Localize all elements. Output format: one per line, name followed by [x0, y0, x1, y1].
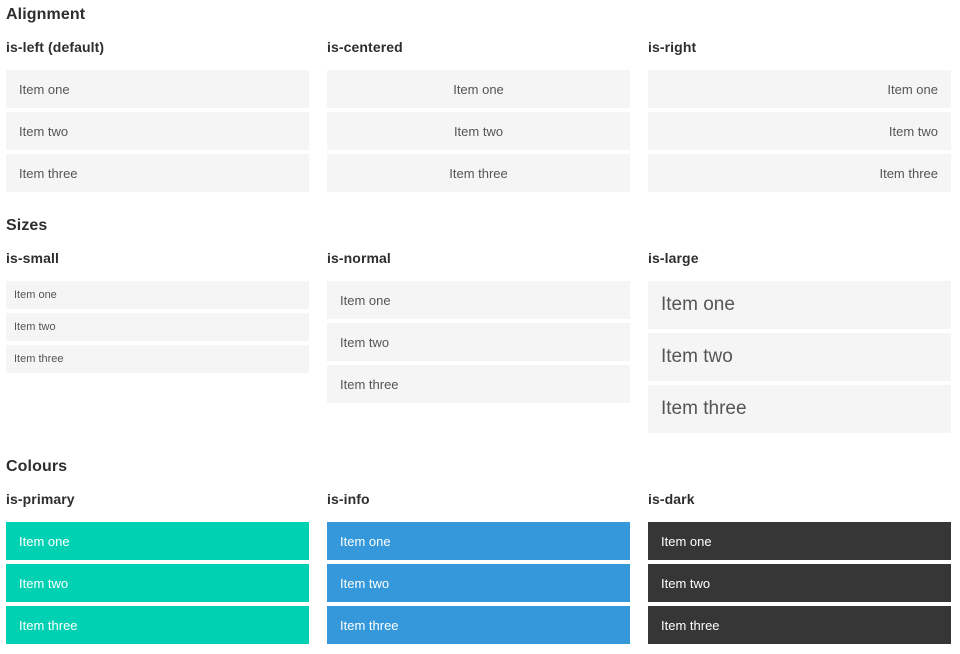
group-label-is-centered: is-centered [327, 39, 403, 55]
list-item[interactable]: Item two [327, 564, 630, 602]
list-item[interactable]: Item one [327, 522, 630, 560]
list-item[interactable]: Item two [648, 564, 951, 602]
colours-row: is-primary Item one Item two Item three … [6, 491, 951, 648]
list-item[interactable]: Item three [648, 606, 951, 644]
section-title-sizes: Sizes [6, 217, 48, 234]
section-sizes: Sizes is-small Item one Item two Item th… [6, 216, 951, 437]
list-item[interactable]: Item one [6, 70, 309, 108]
list-item[interactable]: Item three [327, 606, 630, 644]
list-is-dark: Item one Item two Item three [648, 522, 951, 644]
list-item[interactable]: Item one [648, 522, 951, 560]
group-is-large: is-large Item one Item two Item three [648, 250, 951, 437]
list-item[interactable]: Item two [327, 323, 630, 361]
list-is-large: Item one Item two Item three [648, 281, 951, 433]
group-label-is-info: is-info [327, 491, 370, 507]
list-is-right: Item one Item two Item three [648, 70, 951, 192]
group-is-small: is-small Item one Item two Item three [6, 250, 309, 377]
group-label-is-right: is-right [648, 39, 697, 55]
group-is-normal: is-normal Item one Item two Item three [327, 250, 630, 407]
group-label-is-normal: is-normal [327, 250, 391, 266]
list-is-left: Item one Item two Item three [6, 70, 309, 192]
alignment-row: is-left (default) Item one Item two Item… [6, 39, 951, 196]
list-item[interactable]: Item one [648, 281, 951, 329]
group-is-left: is-left (default) Item one Item two Item… [6, 39, 309, 196]
list-item[interactable]: Item two [6, 313, 309, 341]
group-is-info: is-info Item one Item two Item three [327, 491, 630, 648]
list-item[interactable]: Item three [6, 345, 309, 373]
list-item[interactable]: Item two [6, 112, 309, 150]
group-label-is-large: is-large [648, 250, 699, 266]
list-item[interactable]: Item two [6, 564, 309, 602]
list-item[interactable]: Item one [648, 70, 951, 108]
list-item[interactable]: Item two [327, 112, 630, 150]
list-item[interactable]: Item one [6, 522, 309, 560]
group-is-primary: is-primary Item one Item two Item three [6, 491, 309, 648]
list-is-normal: Item one Item two Item three [327, 281, 630, 403]
group-label-is-primary: is-primary [6, 491, 75, 507]
section-colours: Colours is-primary Item one Item two Ite… [6, 457, 951, 648]
list-is-info: Item one Item two Item three [327, 522, 630, 644]
list-item[interactable]: Item one [327, 281, 630, 319]
list-item[interactable]: Item one [327, 70, 630, 108]
list-item[interactable]: Item three [327, 365, 630, 403]
group-is-right: is-right Item one Item two Item three [648, 39, 951, 196]
list-item[interactable]: Item three [6, 154, 309, 192]
group-is-centered: is-centered Item one Item two Item three [327, 39, 630, 196]
list-item[interactable]: Item three [6, 606, 309, 644]
list-item[interactable]: Item three [327, 154, 630, 192]
section-alignment: Alignment is-left (default) Item one Ite… [6, 5, 951, 196]
group-label-is-left: is-left (default) [6, 39, 105, 55]
sizes-row: is-small Item one Item two Item three is… [6, 250, 951, 437]
list-item[interactable]: Item two [648, 333, 951, 381]
list-item[interactable]: Item two [648, 112, 951, 150]
list-is-primary: Item one Item two Item three [6, 522, 309, 644]
section-title-alignment: Alignment [6, 6, 86, 23]
list-item[interactable]: Item three [648, 385, 951, 433]
section-title-colours: Colours [6, 458, 68, 475]
group-is-dark: is-dark Item one Item two Item three [648, 491, 951, 648]
list-item[interactable]: Item three [648, 154, 951, 192]
list-is-small: Item one Item two Item three [6, 281, 309, 373]
list-item[interactable]: Item one [6, 281, 309, 309]
group-label-is-dark: is-dark [648, 491, 695, 507]
group-label-is-small: is-small [6, 250, 59, 266]
list-is-centered: Item one Item two Item three [327, 70, 630, 192]
